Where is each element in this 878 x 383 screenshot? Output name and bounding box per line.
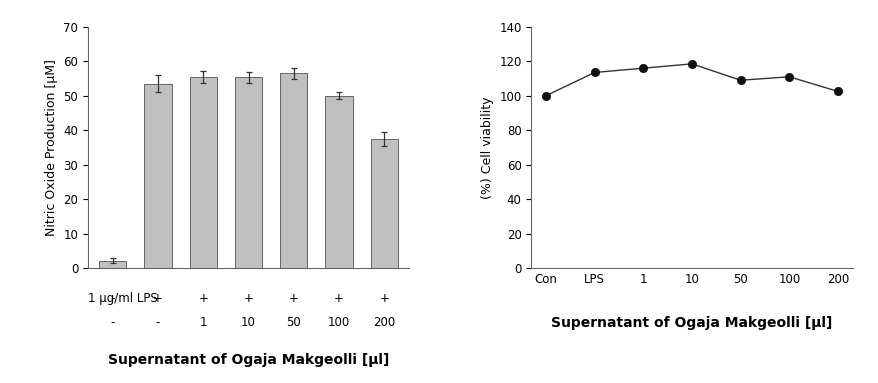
Bar — [280, 74, 307, 268]
Text: -: - — [155, 316, 160, 329]
Text: -: - — [111, 316, 115, 329]
Text: +: + — [243, 292, 253, 305]
Bar — [99, 260, 126, 268]
Bar — [234, 77, 262, 268]
Y-axis label: (%) Cell viability: (%) Cell viability — [480, 96, 493, 199]
Text: 100: 100 — [327, 316, 349, 329]
Text: +: + — [153, 292, 162, 305]
Text: 50: 50 — [286, 316, 301, 329]
Bar — [190, 77, 217, 268]
Bar — [144, 84, 171, 268]
Text: 1 μg/ml LPS: 1 μg/ml LPS — [88, 292, 157, 305]
Text: 1: 1 — [199, 316, 207, 329]
Y-axis label: Nitric Oxide Production [μM]: Nitric Oxide Production [μM] — [45, 59, 58, 236]
Text: +: + — [379, 292, 389, 305]
Text: Supernatant of Ogaja Makgeolli [μl]: Supernatant of Ogaja Makgeolli [μl] — [108, 353, 389, 367]
Bar — [325, 96, 352, 268]
Text: Supernatant of Ogaja Makgeolli [μl]: Supernatant of Ogaja Makgeolli [μl] — [551, 316, 831, 331]
Text: +: + — [334, 292, 343, 305]
Text: 200: 200 — [373, 316, 395, 329]
Text: -: - — [111, 292, 115, 305]
Bar — [371, 139, 398, 268]
Text: +: + — [289, 292, 299, 305]
Text: +: + — [198, 292, 208, 305]
Text: 10: 10 — [241, 316, 255, 329]
